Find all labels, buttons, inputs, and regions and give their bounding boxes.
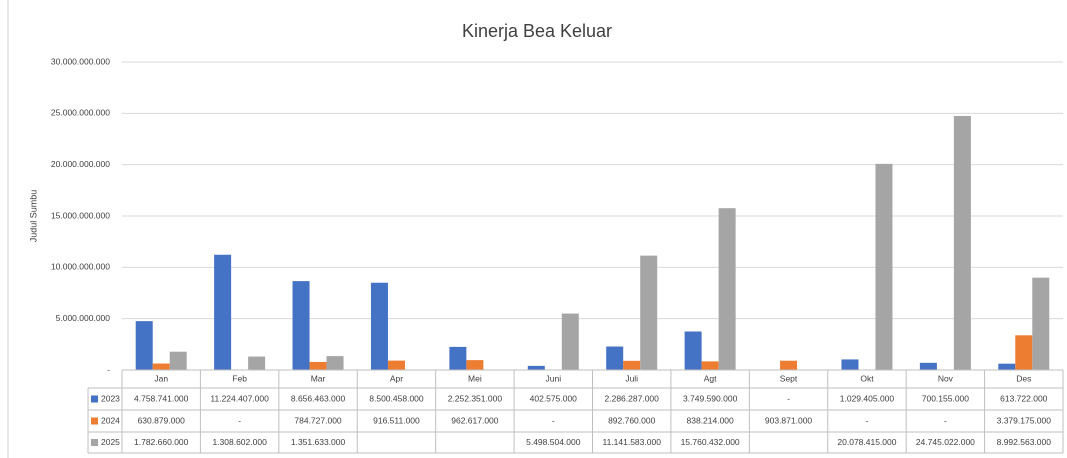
legend-label: 2024 bbox=[101, 415, 120, 425]
data-label: 1.351.633.000 bbox=[291, 437, 346, 447]
bar bbox=[292, 281, 310, 370]
bar bbox=[606, 346, 624, 370]
data-label: 8.992.563.000 bbox=[997, 437, 1052, 447]
data-label: 700.155.000 bbox=[922, 393, 970, 403]
data-label: 784.727.000 bbox=[294, 415, 342, 425]
y-tick-label: 20.000.000.000 bbox=[51, 159, 110, 169]
legend-label: 2025 bbox=[101, 437, 120, 447]
data-label: - bbox=[866, 415, 869, 425]
data-label: 892.760.000 bbox=[608, 415, 656, 425]
x-tick-label: Sept bbox=[780, 373, 798, 383]
bar bbox=[780, 360, 798, 370]
bar bbox=[309, 361, 327, 370]
bar bbox=[370, 282, 388, 370]
data-label: - bbox=[787, 393, 790, 403]
legend-swatch bbox=[91, 439, 98, 446]
bar bbox=[326, 356, 344, 370]
legend-label: 2023 bbox=[101, 393, 120, 403]
x-tick-label: Agt bbox=[704, 373, 717, 383]
bar bbox=[214, 254, 232, 370]
bar bbox=[701, 361, 719, 370]
data-label: 903.871.000 bbox=[765, 415, 813, 425]
x-tick-label: Nov bbox=[938, 373, 954, 383]
data-label: 1.782.660.000 bbox=[134, 437, 189, 447]
x-tick-label: Mar bbox=[311, 373, 326, 383]
data-label: 15.760.432.000 bbox=[681, 437, 740, 447]
data-label: 838.214.000 bbox=[686, 415, 734, 425]
y-axis-label: Judul Sumbu bbox=[28, 190, 38, 243]
data-label: 2.286.287.000 bbox=[605, 393, 660, 403]
y-tick-label: 10.000.000.000 bbox=[51, 262, 110, 272]
x-tick-label: Juni bbox=[545, 373, 561, 383]
x-tick-label: Jan bbox=[154, 373, 168, 383]
data-label: 962.617.000 bbox=[451, 415, 499, 425]
bar bbox=[135, 321, 153, 370]
bar bbox=[449, 346, 467, 370]
bar bbox=[152, 363, 170, 370]
legend-swatch bbox=[91, 395, 98, 403]
bar bbox=[953, 115, 971, 370]
bar bbox=[841, 359, 859, 370]
chart-title: Kinerja Bea Keluar bbox=[462, 21, 612, 41]
bar bbox=[248, 356, 266, 370]
data-label: - bbox=[552, 415, 555, 425]
bar bbox=[718, 208, 736, 370]
x-tick-label: Apr bbox=[390, 373, 403, 383]
y-tick-label: 30.000.000.000 bbox=[51, 56, 110, 66]
data-label: 8.656.463.000 bbox=[291, 393, 346, 403]
y-tick-label: 15.000.000.000 bbox=[51, 210, 110, 220]
data-label: 2.252.351.000 bbox=[448, 393, 503, 403]
bar bbox=[1032, 277, 1050, 370]
bar bbox=[998, 363, 1016, 370]
data-label: - bbox=[944, 415, 947, 425]
x-tick-label: Mei bbox=[468, 373, 482, 383]
data-label: 24.745.022.000 bbox=[916, 437, 975, 447]
bar bbox=[527, 365, 545, 370]
data-label: 1.308.602.000 bbox=[212, 437, 267, 447]
data-label: 20.078.415.000 bbox=[837, 437, 896, 447]
data-label: 630.879.000 bbox=[138, 415, 186, 425]
bar bbox=[640, 255, 658, 370]
x-tick-label: Juli bbox=[625, 373, 638, 383]
data-label: 402.575.000 bbox=[530, 393, 578, 403]
data-label: 8.500.458.000 bbox=[369, 393, 424, 403]
data-label: - bbox=[238, 415, 241, 425]
data-label: 1.029.405.000 bbox=[840, 393, 895, 403]
data-label: 11.141.583.000 bbox=[602, 437, 661, 447]
bar bbox=[875, 163, 893, 370]
y-tick-label: 5.000.000.000 bbox=[56, 313, 111, 323]
x-tick-label: Des bbox=[1016, 373, 1031, 383]
x-tick-label: Feb bbox=[232, 373, 247, 383]
bar bbox=[684, 331, 702, 370]
data-label: 3.749.590.000 bbox=[683, 393, 738, 403]
data-label: 3.379.175.000 bbox=[997, 415, 1052, 425]
y-tick-label: - bbox=[107, 364, 110, 374]
data-label: 613.722.000 bbox=[1000, 393, 1048, 403]
data-label: 11.224.407.000 bbox=[210, 393, 269, 403]
bar bbox=[169, 351, 187, 370]
bar bbox=[1015, 335, 1033, 370]
bar bbox=[466, 360, 484, 370]
data-label: 4.758.741.000 bbox=[134, 393, 189, 403]
data-label: 916.511.000 bbox=[373, 415, 420, 425]
bar bbox=[623, 360, 641, 370]
data-label: 5.498.504.000 bbox=[526, 437, 581, 447]
bar bbox=[387, 360, 405, 370]
x-tick-label: Okt bbox=[860, 373, 874, 383]
legend-swatch bbox=[91, 417, 98, 425]
bar bbox=[561, 313, 579, 370]
y-tick-label: 25.000.000.000 bbox=[51, 108, 110, 118]
bar bbox=[919, 362, 937, 370]
